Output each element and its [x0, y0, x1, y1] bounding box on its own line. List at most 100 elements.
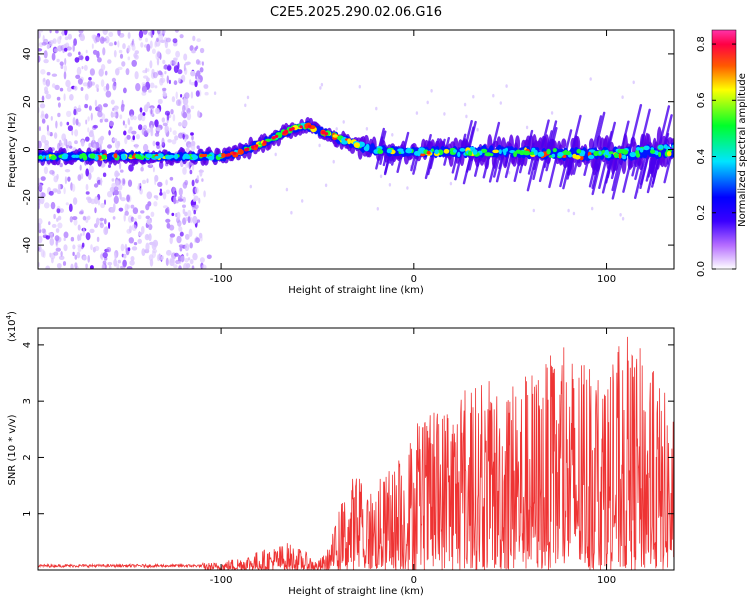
- noise-speck: [177, 69, 183, 75]
- noise-speck: [49, 169, 55, 175]
- noise-speck: [123, 87, 127, 94]
- noise-speck: [187, 144, 193, 148]
- noise-speck: [173, 64, 179, 74]
- noise-speck: [104, 199, 106, 205]
- noise-speck: [49, 30, 52, 34]
- ridge-hotspot: [199, 153, 206, 158]
- ridge-peak: [272, 136, 276, 140]
- noise-speck: [116, 263, 120, 269]
- noise-speck: [376, 207, 379, 211]
- y-tick-label: 1: [22, 511, 33, 517]
- noise-speck: [89, 228, 95, 234]
- noise-speck: [45, 79, 51, 87]
- noise-speck: [194, 187, 199, 194]
- noise-speck: [146, 178, 149, 184]
- ridge-peak: [250, 145, 255, 149]
- noise-speck: [135, 83, 141, 92]
- noise-speck: [113, 186, 119, 192]
- noise-speck: [64, 30, 68, 36]
- noise-speck: [114, 170, 119, 178]
- noise-speck: [198, 169, 204, 173]
- noise-speck: [191, 50, 196, 54]
- noise-speck: [96, 87, 99, 93]
- noise-speck: [57, 36, 62, 45]
- noise-speck: [118, 49, 123, 54]
- noise-speck: [204, 91, 209, 96]
- noise-speck: [85, 183, 89, 191]
- noise-speck: [149, 82, 155, 89]
- noise-speck: [632, 80, 635, 85]
- noise-speck: [67, 33, 73, 40]
- noise-speck: [93, 143, 97, 150]
- noise-speck: [58, 183, 61, 192]
- spectrogram-panel: -100 0 100 -40 -20 0 20 40 Height of straight …: [7, 29, 675, 296]
- x-tick-label: -100: [210, 274, 233, 285]
- noise-speck: [119, 114, 123, 120]
- noise-speck: [129, 260, 135, 266]
- noise-speck: [188, 228, 193, 237]
- noise-speck: [176, 99, 181, 106]
- noise-speck: [146, 128, 151, 133]
- noise-speck: [162, 122, 168, 127]
- noise-speck: [148, 254, 154, 262]
- ridge-hotspot: [304, 123, 309, 129]
- noise-speck: [51, 223, 57, 228]
- ridge-hotspot: [237, 149, 244, 155]
- noise-speck: [156, 50, 161, 58]
- noise-speck: [41, 110, 45, 117]
- noise-speck: [78, 30, 84, 34]
- noise-speck: [449, 181, 453, 186]
- noise-speck: [193, 195, 199, 202]
- noise-speck: [87, 127, 90, 133]
- noise-speck: [178, 187, 183, 196]
- ridge-hotspot: [593, 150, 599, 157]
- noise-speck: [131, 40, 134, 46]
- ridge-hotspot: [405, 147, 413, 154]
- ridge-hotspot: [546, 148, 551, 155]
- noise-speck: [119, 53, 124, 59]
- noise-speck: [165, 179, 168, 186]
- ridge-hotspot: [89, 153, 96, 159]
- noise-speck: [44, 90, 49, 95]
- noise-speck: [57, 112, 61, 118]
- noise-speck: [120, 243, 125, 252]
- noise-speck: [103, 226, 109, 236]
- ridge-hotspot: [666, 151, 672, 157]
- noise-speck: [184, 233, 190, 240]
- noise-speck: [178, 132, 184, 139]
- ridge-hotspot: [572, 153, 577, 159]
- noise-speck: [122, 178, 126, 185]
- noise-speck: [157, 109, 160, 114]
- noise-speck: [133, 52, 138, 59]
- noise-speck: [201, 178, 204, 182]
- y-tick-label: 2: [22, 454, 33, 460]
- ridge-finger: [547, 120, 558, 155]
- ridge-hotspot: [655, 150, 659, 156]
- noise-speck: [78, 55, 84, 61]
- ridge-hotspot: [183, 153, 190, 159]
- noise-speck: [85, 263, 88, 269]
- ridge-peak: [299, 125, 303, 129]
- noise-speck: [80, 209, 84, 215]
- noise-speck: [153, 201, 158, 207]
- noise-speck: [166, 65, 172, 71]
- noise-speck: [64, 169, 71, 173]
- noise-speck: [128, 164, 134, 172]
- noise-speck: [197, 110, 201, 118]
- noise-speck: [169, 258, 175, 267]
- noise-speck: [199, 47, 205, 54]
- ridge-finger: [593, 111, 606, 156]
- noise-speck: [178, 226, 183, 232]
- noise-speck: [179, 34, 184, 39]
- noise-speck: [162, 205, 168, 209]
- noise-speck: [38, 222, 42, 231]
- noise-speck: [206, 254, 212, 260]
- ridge-finger: [611, 151, 625, 200]
- noise-speck: [171, 96, 176, 103]
- noise-speck: [77, 174, 82, 182]
- noise-speck: [75, 118, 79, 126]
- noise-speck: [70, 263, 74, 269]
- noise-speck: [164, 129, 168, 134]
- ridge-hotspot: [639, 148, 644, 153]
- noise-speck: [160, 255, 164, 260]
